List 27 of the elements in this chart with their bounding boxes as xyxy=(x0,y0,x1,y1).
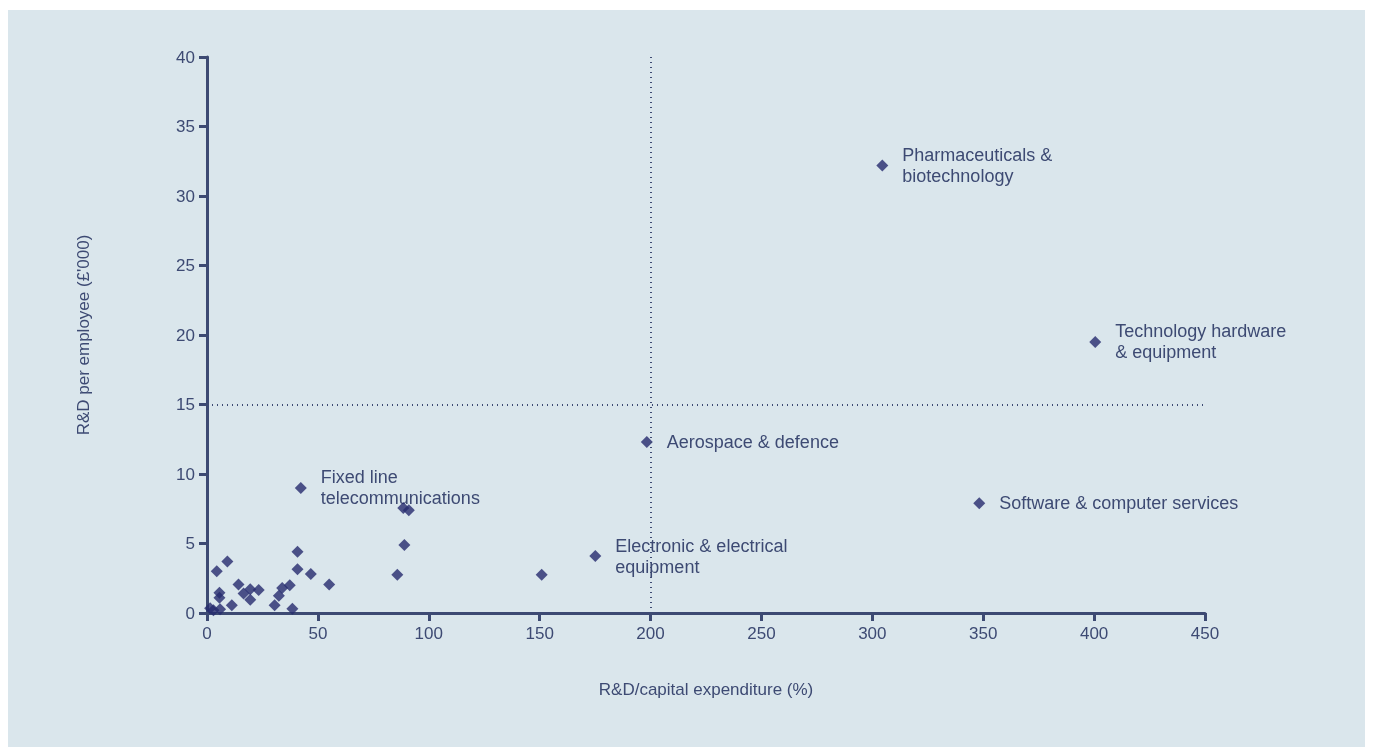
y-tick-label: 15 xyxy=(176,395,195,414)
y-tick-label: 20 xyxy=(176,325,195,345)
x-tick-label: 300 xyxy=(858,624,887,643)
x-tick-label: 400 xyxy=(1079,624,1109,643)
y-tick-label: 40 xyxy=(176,47,195,67)
y-tick-label: 25 xyxy=(176,256,195,275)
x-tick-label: 200 xyxy=(636,624,665,643)
y-axis-title: R&D per employee (£'000) xyxy=(74,234,93,436)
x-axis-title: R&D/capital expenditure (%) xyxy=(598,680,814,699)
annotation: Electronic & electrical equipment xyxy=(615,535,788,577)
y-tick-label: 30 xyxy=(176,186,195,206)
annotation: Aerospace & defence xyxy=(666,432,839,453)
y-tick-label: 10 xyxy=(176,464,195,484)
x-tick-label: 50 xyxy=(308,624,328,643)
x-tick-label: 0 xyxy=(202,624,212,643)
y-tick-label: 5 xyxy=(185,534,195,553)
x-tick-label: 150 xyxy=(525,624,554,643)
x-tick-label: 100 xyxy=(414,624,443,643)
annotation: Software & computer services xyxy=(999,493,1239,514)
annotation: Pharmaceuticals & biotechnology xyxy=(902,144,1053,186)
x-tick-label: 350 xyxy=(969,624,998,643)
x-tick-label: 450 xyxy=(1190,624,1220,643)
annotation: Fixed line telecommunications xyxy=(320,467,480,509)
annotation: Technology hardware & equipment xyxy=(1115,321,1287,363)
x-tick-label: 250 xyxy=(747,624,776,643)
y-tick-label: 35 xyxy=(176,117,195,136)
y-tick-label: 0 xyxy=(185,603,195,623)
